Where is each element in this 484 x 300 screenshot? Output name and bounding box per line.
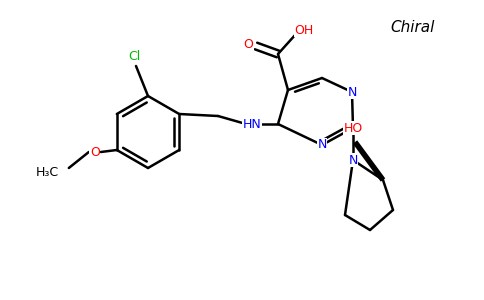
Text: OH: OH — [294, 23, 314, 37]
Text: N: N — [348, 154, 358, 166]
Text: N: N — [318, 139, 327, 152]
Text: HN: HN — [242, 118, 261, 130]
Text: O: O — [243, 38, 253, 50]
Text: Cl: Cl — [128, 50, 140, 62]
Text: H₃C: H₃C — [36, 166, 59, 178]
Text: N: N — [348, 85, 357, 98]
Text: O: O — [90, 146, 100, 158]
Text: HO: HO — [343, 122, 363, 134]
Text: Chiral: Chiral — [390, 20, 434, 35]
